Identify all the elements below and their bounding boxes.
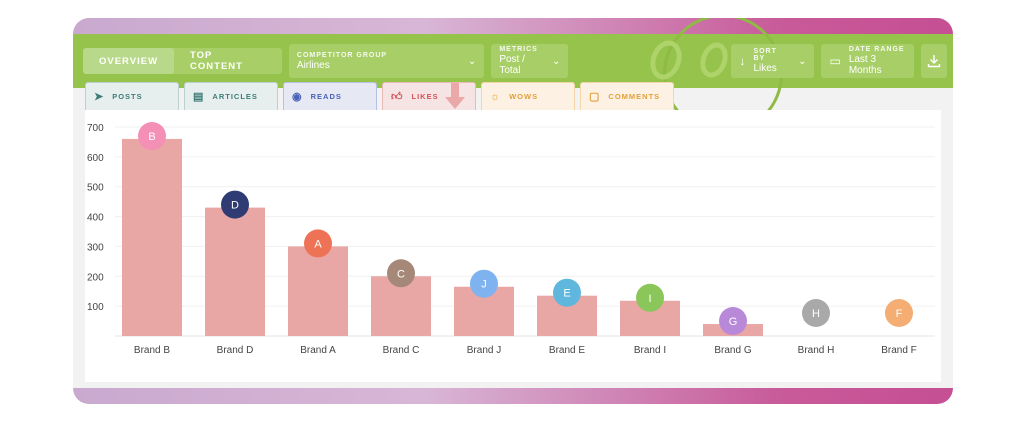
chevron-down-icon: ⌄	[467, 55, 477, 67]
x-tick-label: Brand E	[549, 345, 585, 356]
brand-marker	[553, 278, 581, 307]
x-tick-label: Brand D	[217, 345, 254, 356]
arrow-down-icon: ↓	[739, 54, 746, 68]
bar[interactable]	[122, 138, 182, 336]
top-toolbar: OVERVIEW TOP CONTENT COMPETITOR GROUP Ai…	[73, 18, 953, 134]
brand-marker	[636, 283, 664, 312]
y-tick-label: 400	[87, 213, 104, 224]
tab-reads-label: READS	[310, 92, 342, 101]
brand-marker	[138, 122, 166, 150]
chevron-down-icon: ⌄	[798, 55, 807, 67]
send-icon: ➤	[94, 91, 105, 103]
sort-by-caption: SORT BY	[753, 48, 777, 62]
x-tick-label: Brand G	[714, 345, 751, 356]
view-toggle: OVERVIEW TOP CONTENT	[83, 48, 282, 74]
y-tick-label: 700	[87, 123, 104, 134]
x-tick-label: Brand I	[634, 345, 666, 356]
bar[interactable]	[288, 246, 348, 336]
tab-comments-label: COMMENTS	[608, 92, 661, 101]
x-tick-label: Brand B	[134, 345, 170, 356]
brand-marker	[387, 259, 415, 288]
brand-marker-label: D	[231, 200, 239, 212]
y-tick-label: 300	[87, 242, 104, 253]
tab-reads[interactable]: ◉ READS	[283, 82, 377, 110]
metric-tabs: ➤ POSTS ▤ ARTICLES ◉ READS 👍︎ LIKES ☼ WO…	[85, 82, 679, 110]
y-tick-label: 600	[87, 153, 104, 164]
brand-marker-label: A	[314, 238, 322, 250]
tab-top-content[interactable]: TOP CONTENT	[190, 50, 243, 72]
x-tick-label: Brand J	[467, 345, 501, 356]
tab-articles[interactable]: ▤ ARTICLES	[184, 82, 278, 110]
x-tick-label: Brand C	[383, 345, 420, 356]
comment-icon: ▢	[589, 91, 601, 103]
tab-overview[interactable]: OVERVIEW	[83, 48, 175, 74]
tab-comments[interactable]: ▢ COMMENTS	[580, 82, 674, 110]
sort-arrow-icon	[445, 83, 465, 109]
x-tick-label: Brand H	[798, 345, 835, 356]
brand-marker-label: E	[563, 288, 570, 300]
tab-posts[interactable]: ➤ POSTS	[85, 82, 179, 110]
brand-marker	[802, 299, 830, 327]
sun-icon: ☼	[490, 90, 502, 103]
brand-marker	[470, 269, 498, 298]
tab-likes[interactable]: 👍︎ LIKES	[382, 82, 476, 110]
brand-marker-label: F	[896, 308, 903, 320]
brand-marker	[304, 229, 332, 258]
brand-marker-label: H	[812, 308, 820, 320]
brand-marker	[719, 307, 747, 336]
sort-by-value: Likes	[753, 63, 777, 74]
y-tick-label: 100	[87, 302, 104, 313]
tab-wows[interactable]: ☼ WOWS	[481, 82, 575, 110]
y-tick-label: 200	[87, 272, 104, 283]
competitor-group-value: Airlines	[296, 59, 330, 71]
bar[interactable]	[205, 207, 265, 336]
tab-wows-label: WOWS	[509, 92, 539, 101]
brand-marker-label: B	[148, 131, 155, 143]
brand-marker-label: C	[397, 268, 405, 280]
x-tick-label: Brand F	[881, 345, 917, 356]
download-icon	[927, 55, 941, 68]
tab-likes-label: LIKES	[411, 92, 439, 101]
brand-marker	[221, 190, 249, 219]
eye-icon: ◉	[292, 91, 303, 103]
chart-area: 100 200 300 400 500 600 700 B Brand B D Brand D A Br…	[85, 110, 941, 382]
brand-marker-label: G	[729, 316, 738, 328]
brand-marker	[885, 299, 913, 327]
competitor-group-caption: COMPETITOR GROUP	[296, 51, 388, 59]
y-tick-label: 500	[87, 183, 104, 194]
metrics-dropdown[interactable]: METRICS Post / Total ⌄	[491, 44, 569, 78]
tab-articles-label: ARTICLES	[212, 92, 258, 101]
brand-marker-label: J	[481, 279, 487, 291]
brand-marker-label: I	[648, 293, 651, 305]
download-button[interactable]	[921, 44, 947, 78]
metrics-caption: METRICS	[499, 46, 538, 53]
sort-by-dropdown[interactable]: ↓ SORT BY Likes ⌄	[731, 44, 815, 78]
x-tick-label: Brand A	[300, 345, 336, 356]
calendar-icon: ▭	[829, 54, 841, 68]
competitor-group-dropdown[interactable]: COMPETITOR GROUP Airlines ⌄	[288, 44, 485, 78]
date-range-value: Last 3 Months	[848, 54, 882, 76]
thumbs-up-icon: 👍︎	[391, 91, 404, 103]
date-range-picker[interactable]: ▭ DATE RANGE Last 3 Months	[821, 44, 915, 78]
metrics-value: Post / Total	[499, 54, 525, 76]
chevron-down-icon: ⌄	[552, 55, 561, 67]
bar-chart: 100 200 300 400 500 600 700 B Brand B D Brand D A Br…	[87, 122, 935, 356]
document-icon: ▤	[193, 91, 205, 103]
tab-posts-label: POSTS	[112, 92, 143, 101]
app-frame: OVERVIEW TOP CONTENT COMPETITOR GROUP Ai…	[73, 18, 953, 404]
date-range-caption: DATE RANGE	[848, 46, 905, 53]
